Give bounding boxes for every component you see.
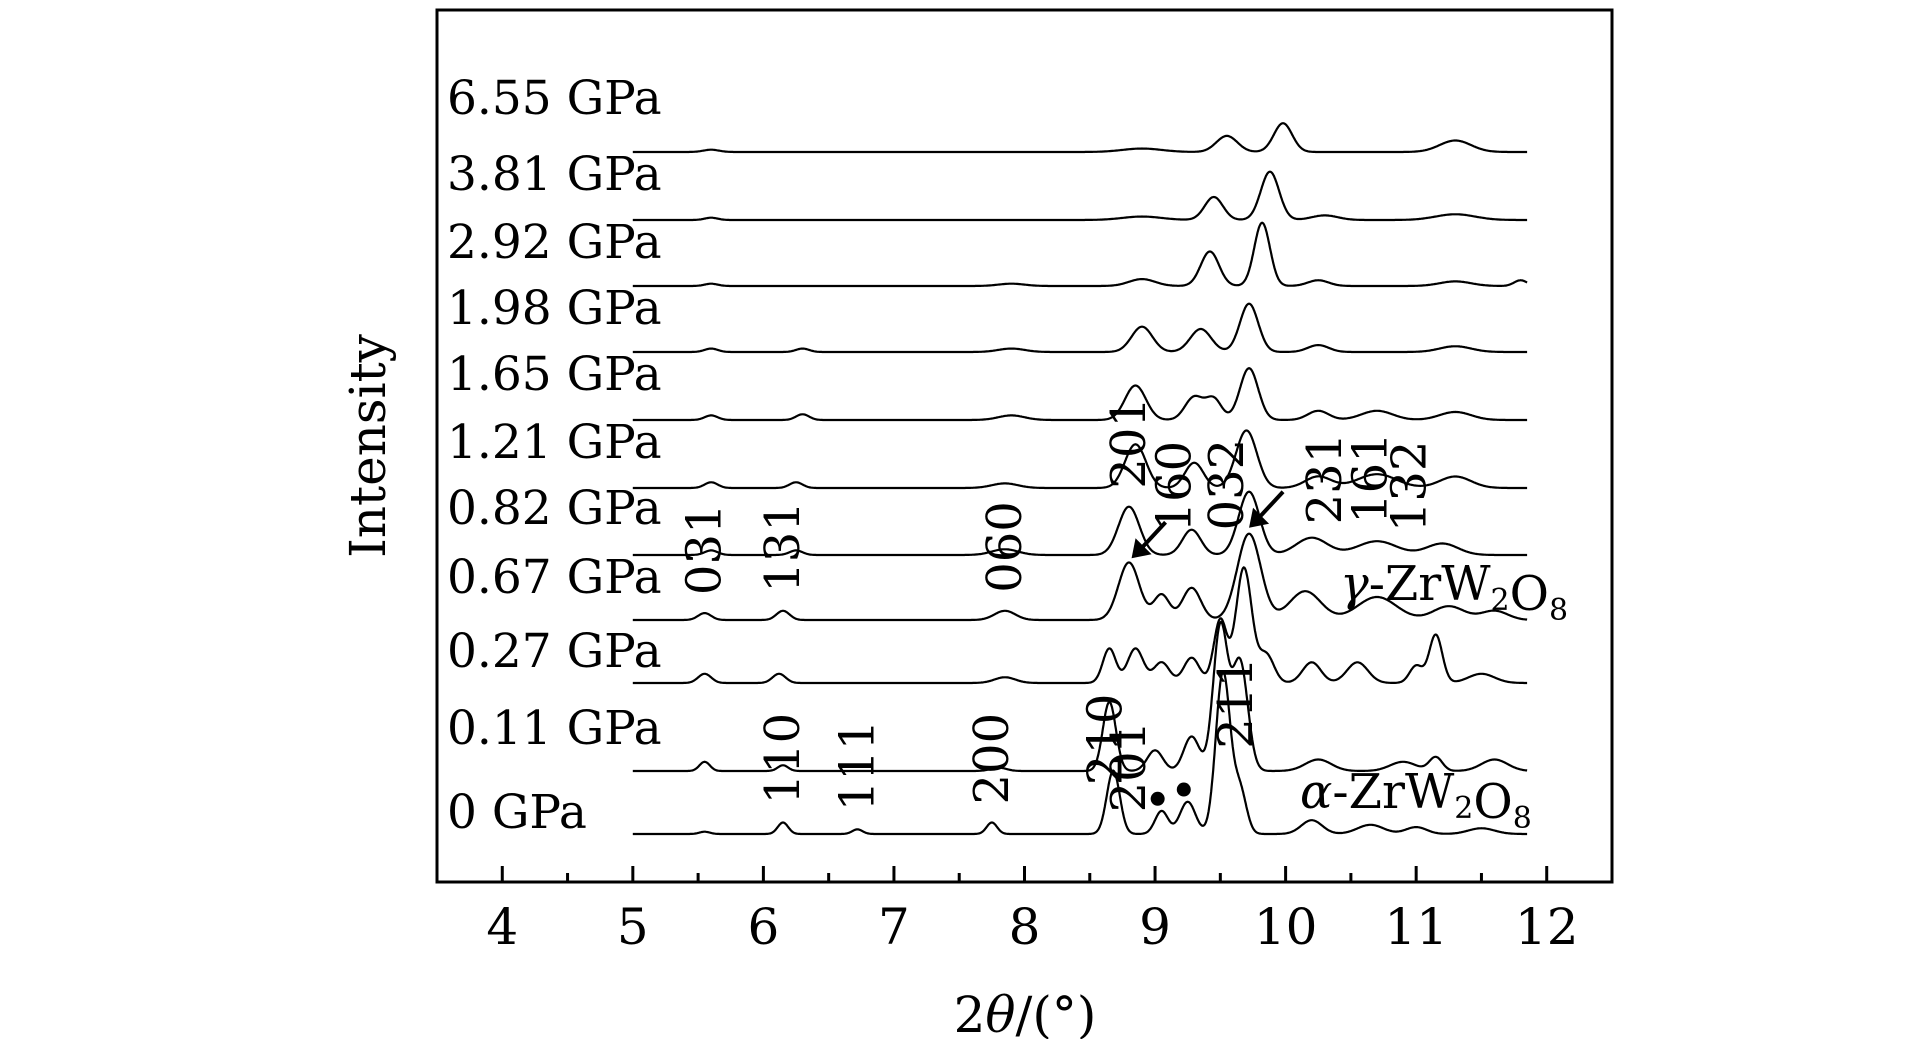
peak-label: 201: [1101, 397, 1157, 489]
peak-label: 161: [1343, 432, 1399, 524]
x-axis-ticks: [500, 866, 1549, 882]
x-tick-label: 4: [486, 898, 518, 956]
pattern-curves: [632, 122, 1528, 836]
y-axis-label: Intensity: [339, 333, 397, 558]
pattern-curve: [632, 122, 1528, 154]
x-tick-label: 7: [878, 898, 910, 956]
pressure-label: 1.65 GPa: [447, 347, 662, 402]
peak-label: 231: [1297, 433, 1353, 525]
peak-label: 031: [677, 503, 733, 595]
x-tick-label: 12: [1515, 898, 1579, 956]
peak-label: 132: [1382, 441, 1438, 533]
x-tick-label: 9: [1139, 898, 1171, 956]
phase-label-alpha: α-ZrW2O8: [1300, 764, 1532, 836]
peak-label: 200: [964, 713, 1020, 805]
impurity-markers: [1150, 782, 1191, 806]
pressure-label: 3.81 GPa: [447, 147, 662, 202]
peak-label: 210: [1077, 694, 1133, 786]
peak-label: 060: [977, 501, 1033, 593]
peak-label: 160: [1147, 441, 1203, 533]
x-tick-label: 10: [1254, 898, 1318, 956]
pattern-curve: [632, 302, 1528, 354]
x-axis-label: 2θ/(°): [954, 986, 1097, 1039]
x-tick-label: 6: [747, 898, 779, 956]
impurity-dot: [1176, 782, 1191, 797]
arrow-shaft: [1138, 520, 1168, 552]
arrow-shaft: [1255, 490, 1285, 522]
pattern-curve: [632, 490, 1528, 557]
pressure-label: 0 GPa: [447, 785, 587, 840]
phase-label-gamma: γ-ZrW2O8: [1340, 556, 1568, 628]
peak-label: 111: [829, 720, 885, 812]
arrow-head: [1131, 538, 1152, 559]
impurity-dot: [1150, 791, 1165, 806]
pattern-curve: [632, 221, 1528, 288]
pressure-label: 0.67 GPa: [447, 550, 662, 605]
pressure-label: 1.98 GPa: [447, 281, 662, 336]
pressure-labels: 0 GPa 0.11 GPa 0.27 GPa 0.67 GPa 0.82 GPa 1.2…: [447, 71, 662, 840]
pressure-label: 6.55 GPa: [447, 71, 662, 126]
x-axis-tick-labels: 4 5 6 7 8 9 10 11 12: [486, 898, 1578, 956]
pressure-label: 0.27 GPa: [447, 624, 662, 679]
pattern-curve: [632, 670, 1528, 836]
x-tick-label: 8: [1009, 898, 1041, 956]
pattern-curve: [632, 566, 1528, 685]
peak-label: 110: [755, 713, 811, 805]
pattern-curve: [632, 367, 1528, 422]
pressure-label: 0.82 GPa: [447, 481, 662, 536]
peak-label: 211: [1208, 657, 1264, 749]
peak-label: 032: [1199, 439, 1255, 531]
pattern-curve: [632, 170, 1528, 222]
pressure-label: 2.92 GPa: [447, 215, 662, 270]
x-tick-label: 11: [1384, 898, 1448, 956]
pattern-curve: [632, 620, 1528, 773]
peak-label: 131: [755, 501, 811, 593]
arrow-head: [1249, 507, 1270, 528]
peak-label: 201: [1101, 721, 1157, 813]
pattern-curve: [632, 429, 1528, 490]
pressure-label: 1.21 GPa: [447, 415, 662, 470]
pattern-curve: [632, 532, 1528, 622]
pressure-label: 0.11 GPa: [447, 701, 662, 756]
x-tick-label: 5: [617, 898, 649, 956]
peak-arrows: [1131, 490, 1285, 559]
